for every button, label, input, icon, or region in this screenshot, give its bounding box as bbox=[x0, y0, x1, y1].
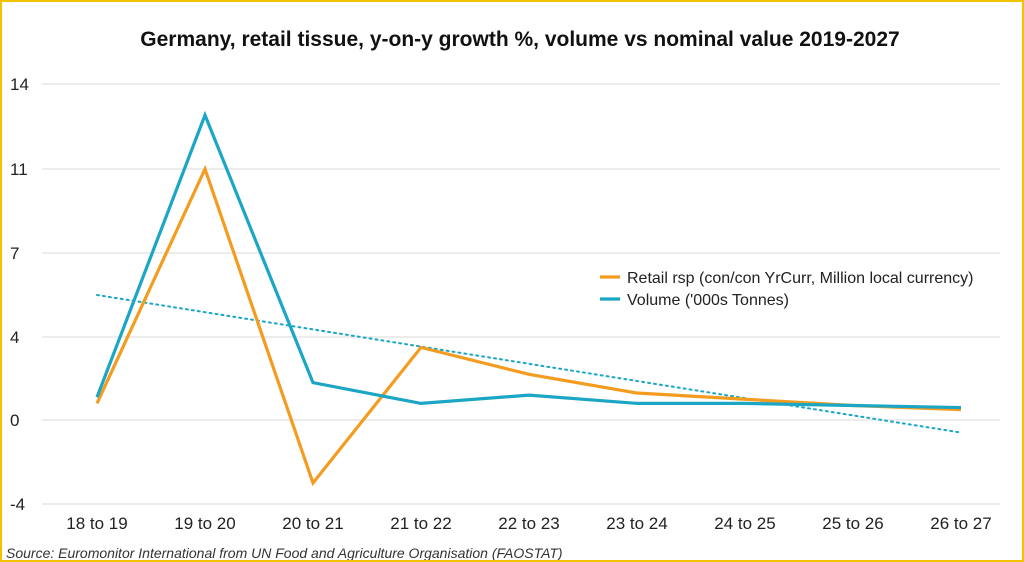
x-tick-label: 21 to 22 bbox=[390, 514, 451, 533]
legend: Retail rsp (con/con YrCurr, Million loca… bbox=[600, 270, 973, 309]
x-axis-ticks: 18 to 19 19 to 20 20 to 21 21 to 22 22 to 23… bbox=[66, 514, 991, 533]
y-tick-label: -4 bbox=[10, 495, 25, 514]
y-axis-ticks: -4 0 4 7 11 14 bbox=[10, 75, 29, 514]
y-tick-label: 11 bbox=[10, 160, 28, 179]
x-tick-label: 20 to 21 bbox=[282, 514, 343, 533]
gridlines bbox=[42, 83, 1000, 505]
x-tick-label: 19 to 20 bbox=[174, 514, 235, 533]
source-note: Source: Euromonitor International from U… bbox=[6, 545, 563, 560]
x-tick-label: 18 to 19 bbox=[66, 514, 127, 533]
y-tick-label: 4 bbox=[10, 328, 19, 347]
legend-label: Retail rsp (con/con YrCurr, Million loca… bbox=[627, 270, 973, 287]
x-tick-label: 25 to 26 bbox=[822, 514, 883, 533]
legend-label: Volume ('000s Tonnes) bbox=[627, 292, 789, 309]
x-tick-label: 26 to 27 bbox=[930, 514, 991, 533]
y-tick-label: 7 bbox=[10, 244, 19, 263]
trendline bbox=[96, 294, 962, 434]
series-lines bbox=[95, 110, 962, 487]
x-tick-label: 24 to 25 bbox=[714, 514, 775, 533]
chart-title: Germany, retail tissue, y-on-y growth %,… bbox=[140, 28, 899, 51]
series-line-0 bbox=[95, 164, 962, 487]
series-line-1 bbox=[95, 110, 962, 410]
y-tick-label: 14 bbox=[10, 75, 29, 94]
y-tick-label: 0 bbox=[10, 411, 19, 430]
x-tick-label: 23 to 24 bbox=[606, 514, 667, 533]
x-tick-label: 22 to 23 bbox=[498, 514, 559, 533]
volume-trendline bbox=[96, 294, 962, 434]
